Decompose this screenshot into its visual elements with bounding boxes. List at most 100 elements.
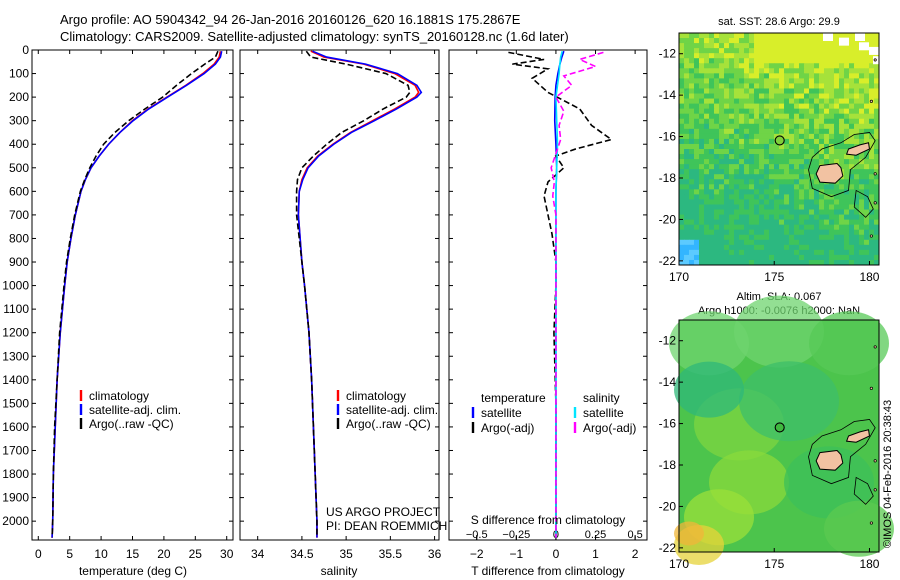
sst-map-cell	[839, 239, 845, 246]
sst-map-cell	[759, 38, 765, 44]
sst-map-cell	[874, 234, 880, 241]
sst-map-cell	[724, 108, 730, 115]
sst-map-cell	[809, 204, 815, 211]
sst-map-cell	[729, 58, 735, 64]
sst-map-cell	[839, 113, 845, 120]
sst-map-cell	[869, 229, 875, 236]
temperature-y-tick-label: 600	[9, 184, 29, 198]
sst-map-cell	[844, 249, 850, 256]
sst-map-cell	[839, 98, 845, 105]
sst-map-cell	[849, 214, 855, 221]
sst-map-cell	[819, 93, 825, 100]
sst-map-cell	[829, 128, 835, 135]
sst-map-cell	[784, 259, 790, 266]
sst-map-cell	[809, 219, 815, 226]
sst-map-cell	[874, 108, 880, 115]
sst-map-cell	[789, 154, 795, 160]
sst-map-cell	[699, 53, 705, 59]
sst-map-cell	[754, 138, 760, 145]
sst-map-cell	[729, 128, 735, 135]
sst-map-cell	[869, 259, 875, 266]
sst-map-cell	[709, 244, 715, 251]
sst-map-cell	[874, 133, 880, 140]
sst-map-cell	[869, 53, 875, 59]
sst-map-cell	[684, 184, 690, 190]
sst-map-cell	[829, 249, 835, 256]
sst-map-cell	[714, 259, 720, 266]
sst-map-cell	[799, 234, 805, 241]
sst-map-cell	[849, 138, 855, 145]
sst-map-cell	[689, 33, 695, 39]
sst-map-cell	[859, 254, 865, 261]
sst-map-cell	[689, 123, 695, 130]
sst-map-cell	[719, 154, 725, 160]
sst-map-cell	[779, 98, 785, 105]
sst-map-cell	[734, 214, 740, 221]
sst-map-cell	[759, 98, 765, 105]
sst-map-cell	[799, 123, 805, 130]
sst-map-cell	[819, 98, 825, 105]
sst-map-cell	[784, 128, 790, 135]
sst-map-cell	[784, 33, 790, 39]
sst-map-cell	[714, 33, 720, 39]
sst-map-cell	[749, 38, 755, 44]
sst-map-cell	[709, 103, 715, 110]
sst-map-cell	[719, 58, 725, 64]
sst-map-cell	[799, 254, 805, 261]
sst-map-cell	[829, 244, 835, 251]
sst-map-cell	[869, 138, 875, 145]
sst-map-cell	[829, 63, 835, 69]
sst-map-cell	[729, 38, 735, 44]
sst-map-cell	[819, 43, 825, 49]
sst-map-cell	[749, 229, 755, 236]
sst-map-cell	[744, 239, 750, 246]
sst-map-cell	[679, 204, 685, 211]
difference-top-tick-label: −0.5	[466, 529, 488, 541]
sst-map-cell	[704, 169, 710, 175]
sst-map-cell	[719, 53, 725, 59]
sst-map-cell	[854, 174, 860, 180]
sst-map-cell	[719, 113, 725, 120]
sst-map-cell	[739, 98, 745, 105]
sst-map-cell	[869, 93, 875, 100]
sst-map-cell	[709, 154, 715, 160]
sst-map-cell	[864, 128, 870, 135]
sst-map-cell	[769, 98, 775, 105]
sst-map-cell	[709, 204, 715, 211]
sst-map-cell	[749, 83, 755, 89]
sst-map-cell	[769, 194, 775, 200]
sst-map-cell	[854, 154, 860, 160]
sla-map-field-patch	[734, 295, 824, 368]
sst-map-cell	[729, 78, 735, 84]
sst-map-cell	[804, 143, 810, 150]
sst-map-cell	[864, 98, 870, 105]
sst-map-cell	[759, 239, 765, 246]
sst-map-cell	[744, 98, 750, 105]
sst-map-cell	[699, 108, 705, 115]
sst-map-cell	[804, 133, 810, 140]
sst-map-cell	[814, 138, 820, 145]
sst-map-cell	[864, 224, 870, 231]
sst-map-cell	[729, 214, 735, 221]
sst_map-lon-tick-label: 180	[859, 270, 879, 284]
sst-map-cell	[739, 164, 745, 170]
sst-map-cell	[699, 194, 705, 200]
sst-map-cell	[854, 113, 860, 120]
sst-map-cell	[729, 143, 735, 150]
sst-map-cell	[734, 128, 740, 135]
sst-map-cell	[864, 229, 870, 236]
sst-map-cell	[759, 204, 765, 211]
sst-map-cell	[729, 189, 735, 195]
sst-map-cell	[839, 68, 845, 74]
sst-map-cell	[729, 154, 735, 160]
sst_map-lat-tick-label: -12	[659, 47, 677, 61]
salinity-x-tick-label: 35.5	[379, 547, 403, 561]
salinity-x-tick-label: 36	[428, 547, 442, 561]
sst-map-cell	[789, 58, 795, 64]
sst-map-cell	[719, 68, 725, 74]
sst-map-cell	[824, 48, 830, 54]
sst-map-cell	[679, 123, 685, 130]
sst-map-cell	[704, 48, 710, 54]
sst-map-cell	[684, 33, 690, 39]
sst-map-cell	[804, 184, 810, 190]
